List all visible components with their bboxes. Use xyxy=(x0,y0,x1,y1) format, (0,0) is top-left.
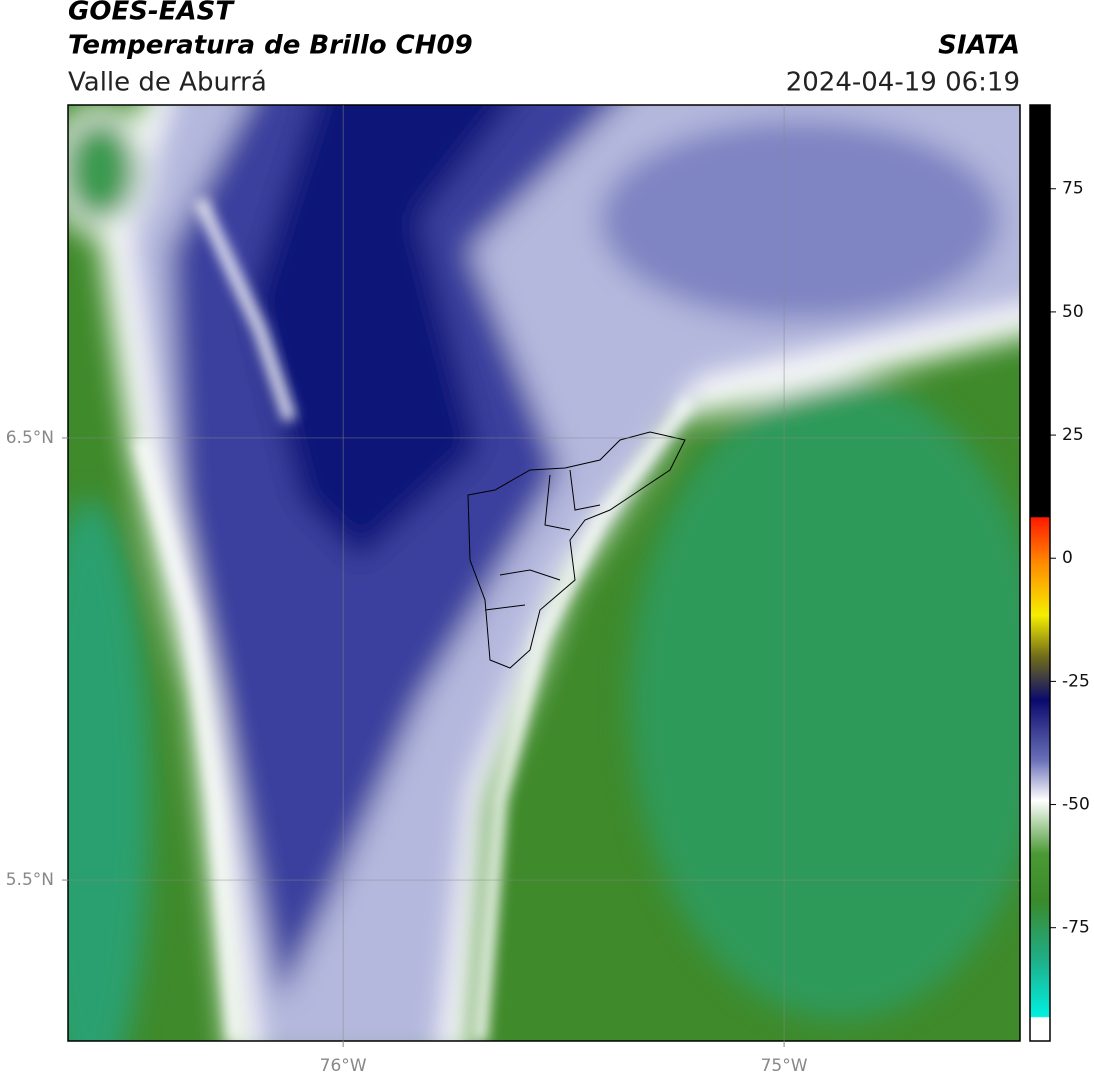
source: SIATA xyxy=(938,31,1020,61)
lon-tick-label: 75°W xyxy=(761,1056,808,1076)
valley-outline xyxy=(467,431,686,669)
map-image xyxy=(68,105,1020,1041)
region: Valle de Aburrá xyxy=(68,68,267,98)
colorbar-tick-label: -25 xyxy=(1062,671,1090,691)
map-frame xyxy=(67,104,1021,1042)
colorbar-tick-label: 50 xyxy=(1062,302,1084,322)
colorbar-tick-label: 0 xyxy=(1062,548,1073,568)
datetime: 2024-04-19 06:19 xyxy=(786,68,1020,98)
lat-tick-label: 6.5°N xyxy=(6,428,54,448)
colorbar-tick-label: -75 xyxy=(1062,918,1090,938)
lat-tick-label: 5.5°N xyxy=(6,870,54,890)
satellite: GOES-EAST xyxy=(68,0,235,27)
colorbar-tick-label: 75 xyxy=(1062,179,1084,199)
colorbar xyxy=(1029,104,1051,1042)
product: Temperatura de Brillo CH09 xyxy=(68,31,473,61)
colorbar-tick-label: 25 xyxy=(1062,425,1084,445)
colorbar-tick-label: -50 xyxy=(1062,795,1090,815)
lon-tick-label: 76°W xyxy=(320,1056,367,1076)
